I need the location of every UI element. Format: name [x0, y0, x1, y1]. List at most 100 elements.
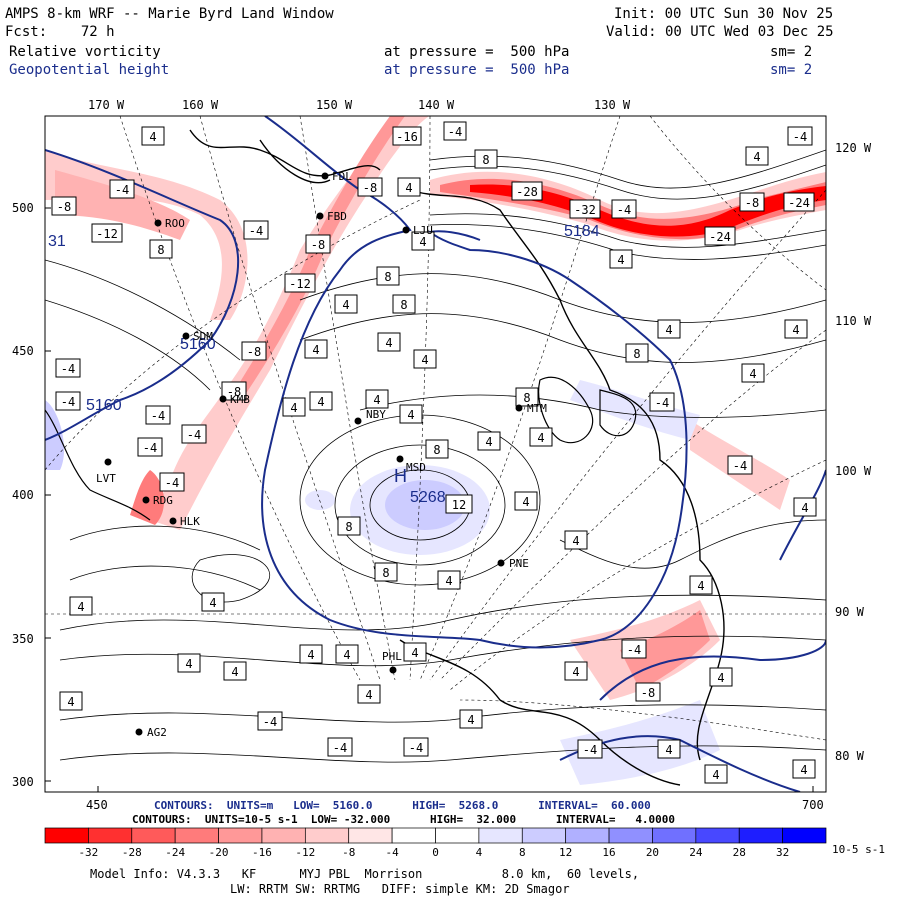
colorbar-cell: [44, 827, 89, 844]
y-tick-label: 350: [12, 632, 34, 646]
vort-label: -4: [263, 715, 277, 729]
vort-label: 4: [467, 713, 474, 727]
colorbar-cell: [521, 827, 567, 844]
y-tick-label: 450: [12, 344, 34, 358]
vort-label: -8: [745, 196, 759, 210]
colorbar-label: 8: [518, 846, 526, 859]
vort-label: -4: [61, 362, 75, 376]
vort-label: -32: [574, 203, 596, 217]
vort-label: -4: [733, 459, 747, 473]
colorbar-label: 4: [475, 846, 483, 859]
colorbar-label: 12: [559, 846, 573, 859]
vort-label: 4: [617, 253, 624, 267]
y-tick-label: 400: [12, 488, 34, 502]
vort-label: -4: [151, 409, 165, 423]
field2-level: at pressure = 500 hPa: [384, 62, 570, 78]
vort-label: 4: [77, 600, 84, 614]
station-label: KMB: [230, 393, 250, 406]
station-label: LVT: [96, 472, 116, 485]
valid-time: Valid: 00 UTC Wed 03 Dec 25: [606, 24, 834, 40]
lon-label-top: 140 W: [418, 98, 455, 112]
lon-label-right: 100 W: [835, 464, 872, 478]
vort-label: 4: [800, 763, 807, 777]
colorbar-cell: [88, 827, 133, 844]
station-label: PHL: [382, 650, 402, 663]
station-label: HLK: [180, 515, 200, 528]
lon-label-right: 80 W: [835, 749, 864, 763]
vort-label: -4: [143, 441, 157, 455]
vort-label: -4: [448, 125, 462, 139]
lon-label-top: 130 W: [594, 98, 631, 112]
vort-label: -8: [363, 181, 377, 195]
vort-label: 8: [523, 391, 530, 405]
height-label: 31: [48, 233, 66, 250]
lon-label-top: 170 W: [88, 98, 125, 112]
vort-label: 4: [317, 395, 324, 409]
colorbar-units: 10-5 s-1: [832, 843, 885, 856]
station-dot: [154, 219, 162, 227]
vort-label: 4: [185, 657, 192, 671]
height-labels: 5160 5160 5268 5184 31 H: [48, 223, 600, 506]
height-label: 5160: [180, 336, 216, 353]
colorbar-cell: [782, 827, 827, 844]
colorbar-label: 24: [689, 846, 703, 859]
colorbar-label: 28: [732, 846, 746, 859]
vort-label: 4: [537, 431, 544, 445]
vort-label: -4: [409, 741, 423, 755]
vort-label: 8: [382, 566, 389, 580]
vort-label: 4: [307, 648, 314, 662]
vort-label: 4: [342, 298, 349, 312]
station-label: NBY: [366, 408, 386, 421]
height-label: 5184: [564, 223, 600, 240]
vort-label: 4: [312, 343, 319, 357]
lon-label-top: 160 W: [182, 98, 219, 112]
colorbar-cell: [261, 827, 306, 844]
station-dot: [321, 172, 329, 180]
vort-label: 4: [419, 235, 426, 249]
field2-name: Geopotential height: [9, 62, 170, 78]
vort-label: -4: [793, 130, 807, 144]
high-marker: H: [394, 466, 407, 486]
forecast-hour: Fcst: 72 h: [5, 24, 115, 40]
vort-label: -4: [187, 428, 201, 442]
station-label: AG2: [147, 726, 167, 739]
x-tick-label: 450: [86, 798, 108, 812]
vort-label: -24: [788, 196, 810, 210]
init-time: Init: 00 UTC Sun 30 Nov 25: [614, 6, 834, 22]
vort-label: 4: [343, 648, 350, 662]
station-label: MTM: [527, 402, 547, 415]
station-label: LJU: [413, 224, 433, 237]
vort-label: -8: [227, 385, 241, 399]
vort-label: -16: [396, 130, 418, 144]
y-tick-label: 500: [12, 201, 34, 215]
model-title: AMPS 8-km WRF -- Marie Byrd Land Window: [5, 6, 334, 22]
station-dot: [354, 417, 362, 425]
vort-label: 4: [421, 353, 428, 367]
vort-label: 4: [67, 695, 74, 709]
colorbar-label: 0: [432, 846, 439, 859]
physics-info: LW: RRTM SW: RRTMG DIFF: simple KM: 2D S…: [230, 882, 570, 896]
colorbar-label: -24: [165, 846, 186, 859]
vort-label: 4: [697, 579, 704, 593]
vort-label: -4: [165, 476, 179, 490]
station-dot: [402, 226, 410, 234]
field1-smoothing: sm= 2: [770, 44, 813, 60]
station-label: PNE: [509, 557, 529, 570]
colorbar-cell: [608, 827, 653, 844]
vort-label: 8: [384, 270, 391, 284]
lon-label-right: 90 W: [835, 605, 864, 619]
vort-label: 4: [445, 574, 452, 588]
vort-label: 4: [149, 130, 156, 144]
vort-label: 4: [717, 671, 724, 685]
station-label: MSD: [406, 461, 426, 474]
field2-smoothing: sm= 2: [770, 62, 813, 78]
model-info: Model Info: V4.3.3 KF MYJ PBL Morrison 8…: [90, 867, 640, 881]
vort-label: 8: [433, 443, 440, 457]
station-dot: [515, 404, 523, 412]
vort-label: 8: [400, 298, 407, 312]
colorbar-label: 16: [602, 846, 616, 859]
coastline: [189, 129, 725, 786]
coastline-west: [45, 409, 151, 521]
